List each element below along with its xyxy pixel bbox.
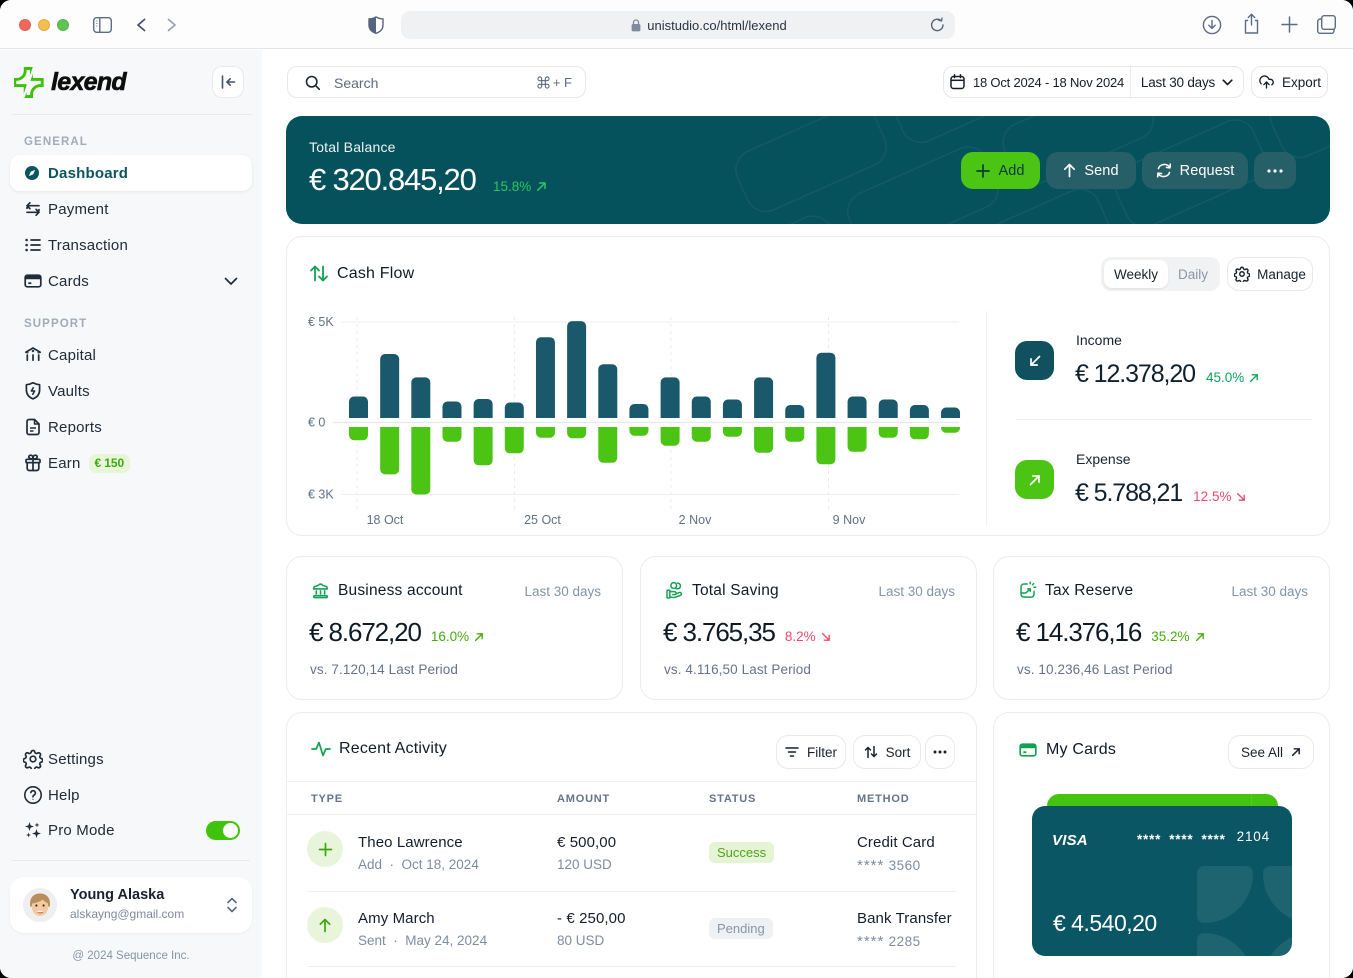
svg-text:€ 3K: € 3K: [308, 488, 334, 502]
svg-text:25 Oct: 25 Oct: [524, 513, 561, 527]
svg-text:18 Oct: 18 Oct: [367, 513, 404, 527]
svg-text:VISA: VISA: [1052, 832, 1088, 848]
svg-text:9 Nov: 9 Nov: [833, 513, 866, 527]
svg-text:2 Nov: 2 Nov: [679, 513, 712, 527]
svg-text:€ 0: € 0: [308, 416, 325, 430]
svg-text:€ 5K: € 5K: [308, 315, 334, 329]
